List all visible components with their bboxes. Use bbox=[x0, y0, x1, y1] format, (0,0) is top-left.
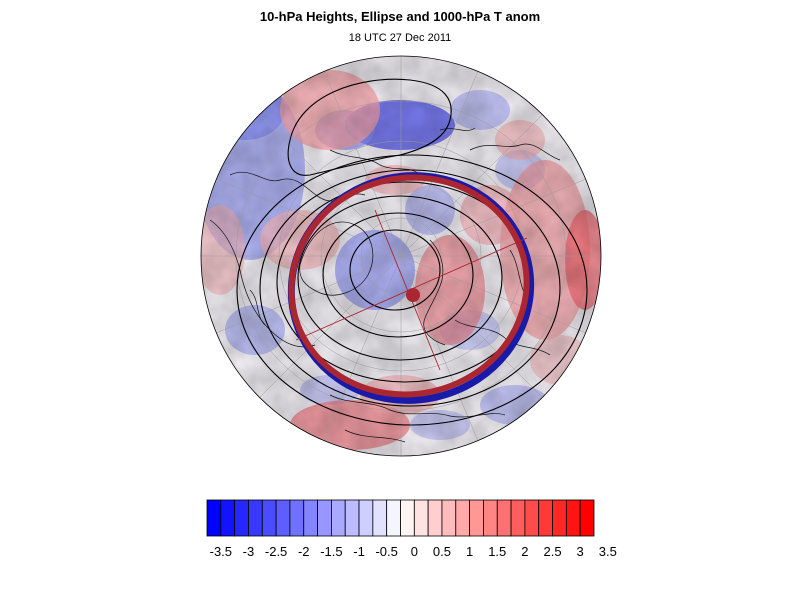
colorbar-tick-label: 3 bbox=[577, 544, 584, 559]
colorbar-cell bbox=[469, 499, 484, 537]
colorbar-cell bbox=[234, 499, 249, 537]
map-title: 10-hPa Heights, Ellipse and 1000-hPa T a… bbox=[259, 9, 541, 24]
colorbar-cell bbox=[524, 499, 540, 537]
colorbar-tick-labels: -3.5 -3 -2.5 -2 -1.5 -1 -0.5 0 0.5 1 1.5 2 2.5 3 3.5 bbox=[210, 544, 617, 559]
colorbar-tick-label: 2 bbox=[521, 544, 528, 559]
colorbar-cell bbox=[261, 499, 277, 537]
colorbar-cell bbox=[579, 499, 595, 537]
colorbar-cell bbox=[220, 499, 236, 537]
colorbar-tick-label: 0.5 bbox=[433, 544, 451, 559]
colorbar-tick-label: 1.5 bbox=[488, 544, 506, 559]
colorbar-cell bbox=[330, 499, 346, 537]
colorbar-tick-label: 2.5 bbox=[543, 544, 561, 559]
colorbar-cell bbox=[427, 499, 443, 537]
colorbar-tick-label: -1 bbox=[353, 544, 365, 559]
colorbar-cell bbox=[317, 499, 332, 537]
colorbar-cell bbox=[206, 499, 222, 537]
colorbar-cell bbox=[372, 499, 388, 537]
temperature-anomaly-field bbox=[201, 56, 601, 456]
colorbar-cells bbox=[206, 499, 595, 537]
colorbar-tick-label: -3 bbox=[243, 544, 255, 559]
colorbar-tick-label: 0 bbox=[411, 544, 418, 559]
colorbar-cell bbox=[483, 499, 498, 537]
colorbar-tick-label: -2 bbox=[298, 544, 310, 559]
colorbar-cell bbox=[538, 499, 553, 537]
colorbar-cell bbox=[358, 499, 374, 537]
colorbar-cell bbox=[413, 499, 429, 537]
colorbar-cell bbox=[455, 499, 471, 537]
globe-outline bbox=[200, 55, 602, 457]
colorbar-tick-label: 3.5 bbox=[599, 544, 617, 559]
colorbar-cell bbox=[248, 499, 263, 537]
colorbar-cell bbox=[289, 499, 305, 537]
vortex-ellipse bbox=[287, 172, 535, 404]
colorbar-cell bbox=[344, 499, 360, 537]
colorbar-cell bbox=[565, 499, 581, 537]
colorbar-cell bbox=[386, 499, 401, 537]
ellipse-minor-axis bbox=[374, 209, 441, 371]
colorbar-tick-label: -2.5 bbox=[265, 544, 287, 559]
colorbar-tick-label: -3.5 bbox=[210, 544, 232, 559]
colorbar-cell bbox=[275, 499, 291, 537]
polar-map bbox=[200, 55, 602, 457]
ellipse-centroid bbox=[406, 288, 420, 302]
colorbar-cell bbox=[400, 499, 415, 537]
height-contours bbox=[236, 78, 588, 426]
colorbar-cell bbox=[552, 499, 567, 537]
map-subtitle: 18 UTC 27 Dec 2011 bbox=[348, 32, 452, 44]
colorbar-cell bbox=[441, 499, 457, 537]
colorbar-cell bbox=[510, 499, 526, 537]
colorbar-cell bbox=[496, 499, 512, 537]
colorbar-tick-label: 1 bbox=[466, 544, 473, 559]
colorbar-cell bbox=[303, 499, 318, 537]
colorbar-tick-label: -1.5 bbox=[320, 544, 342, 559]
colorbar-tick-label: -0.5 bbox=[375, 544, 397, 559]
ellipse-inner-ring bbox=[288, 174, 530, 398]
